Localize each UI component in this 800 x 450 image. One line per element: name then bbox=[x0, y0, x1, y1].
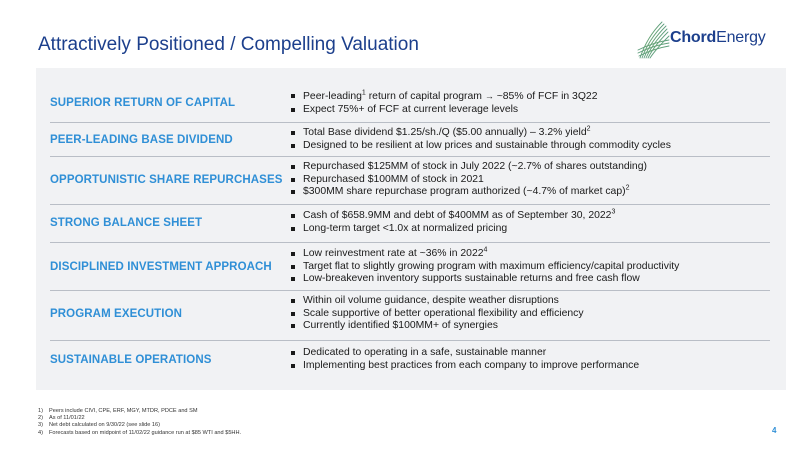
row-label: SUPERIOR RETURN OF CAPITAL bbox=[50, 97, 236, 109]
bullet-list: Within oil volume guidance, despite weat… bbox=[290, 295, 584, 333]
bullet-list: Dedicated to operating in a safe, sustai… bbox=[290, 347, 639, 372]
bullet-item: Target flat to slightly growing program … bbox=[290, 261, 679, 274]
bullet-item: Within oil volume guidance, despite weat… bbox=[290, 295, 584, 308]
bullet-item: Scale supportive of better operational f… bbox=[290, 308, 584, 321]
bullet-item: Repurchased $125MM of stock in July 2022… bbox=[290, 161, 647, 174]
bullet-item: Implementing best practices from each co… bbox=[290, 360, 639, 373]
bullet-item: Long-term target <1.0x at normalized pri… bbox=[290, 223, 615, 236]
bullet-list: Peer-leading1 return of capital program … bbox=[290, 89, 597, 117]
page-number: 4 bbox=[772, 426, 777, 435]
row-divider bbox=[50, 290, 770, 291]
bullet-item: Repurchased $100MM of stock in 2021 bbox=[290, 174, 647, 187]
row-base-dividend: PEER-LEADING BASE DIVIDEND Total Base di… bbox=[50, 126, 772, 154]
chord-energy-swoosh-icon bbox=[637, 21, 670, 59]
row-divider bbox=[50, 122, 770, 123]
row-label: STRONG BALANCE SHEET bbox=[50, 217, 203, 229]
footnote: 1) Peers include CIVI, CPE, ERF, MGY, MTD… bbox=[38, 408, 198, 414]
row-label: OPPORTUNISTIC SHARE REPURCHASES bbox=[50, 174, 283, 186]
logo-text-chord: Chord bbox=[670, 29, 717, 46]
row-label: SUSTAINABLE OPERATIONS bbox=[50, 354, 212, 366]
row-label: DISCIPLINED INVESTMENT APPROACH bbox=[50, 261, 272, 273]
bullet-list: Repurchased $125MM of stock in July 2022… bbox=[290, 161, 647, 199]
row-program-execution: PROGRAM EXECUTION Within oil volume guid… bbox=[50, 294, 772, 334]
bullet-item: Total Base dividend $1.25/sh./Q ($5.00 a… bbox=[290, 126, 671, 140]
row-divider bbox=[50, 242, 770, 243]
footnote: 2) As of 11/01/22 bbox=[38, 415, 85, 422]
row-sustainable-operations: SUSTAINABLE OPERATIONS Dedicated to oper… bbox=[50, 346, 772, 374]
row-share-repurchases: OPPORTUNISTIC SHARE REPURCHASES Repurcha… bbox=[50, 160, 772, 200]
bullet-item: Low-breakeven inventory supports sustain… bbox=[290, 273, 679, 286]
page-title: Attractively Positioned / Compelling Val… bbox=[38, 33, 419, 55]
footnote: 4) Forecasts based on midpoint of 11/02/2… bbox=[38, 429, 242, 436]
row-divider bbox=[50, 156, 770, 157]
bullet-item: Cash of $658.9MM and debt of $400MM as o… bbox=[290, 209, 615, 223]
row-label: PROGRAM EXECUTION bbox=[50, 308, 183, 320]
row-balance-sheet: STRONG BALANCE SHEET Cash of $658.9MM an… bbox=[50, 209, 772, 237]
bullet-item: Expect 75%+ of FCF at current leverage l… bbox=[290, 104, 597, 117]
bullet-item: Peer-leading1 return of capital program … bbox=[290, 89, 597, 104]
bullet-item: Currently identified $100MM+ of synergie… bbox=[290, 320, 584, 333]
content-panel: SUPERIOR RETURN OF CAPITAL Peer-leading1… bbox=[36, 68, 786, 390]
bullet-item: $300MM share repurchase program authoriz… bbox=[290, 185, 647, 199]
bullet-item: Low reinvestment rate at ~36% in 20224 bbox=[290, 247, 679, 261]
logo-text: ChordEnergy bbox=[670, 29, 766, 47]
arrow-right-icon: → bbox=[484, 90, 494, 101]
bullet-item: Dedicated to operating in a safe, sustai… bbox=[290, 347, 639, 360]
bullet-list: Low reinvestment rate at ~36% in 20224 T… bbox=[290, 247, 679, 286]
bullet-list: Cash of $658.9MM and debt of $400MM as o… bbox=[290, 209, 615, 236]
footnotes: 1) Peers include CIVI, CPE, ERF, MGY, MTD… bbox=[38, 408, 241, 437]
row-label: PEER-LEADING BASE DIVIDEND bbox=[50, 134, 233, 146]
bullet-item: Designed to be resilient at low prices a… bbox=[290, 140, 671, 153]
bullet-list: Total Base dividend $1.25/sh./Q ($5.00 a… bbox=[290, 126, 671, 153]
row-divider bbox=[50, 204, 770, 205]
row-divider bbox=[50, 340, 770, 341]
row-superior-return: SUPERIOR RETURN OF CAPITAL Peer-leading1… bbox=[50, 89, 772, 117]
company-logo: ChordEnergy bbox=[636, 20, 776, 60]
logo-text-energy: Energy bbox=[716, 29, 766, 46]
footnote: 3) Net debt calculated on 9/30/22 (see sl… bbox=[38, 422, 161, 429]
row-investment-approach: DISCIPLINED INVESTMENT APPROACH Low rein… bbox=[50, 247, 772, 287]
